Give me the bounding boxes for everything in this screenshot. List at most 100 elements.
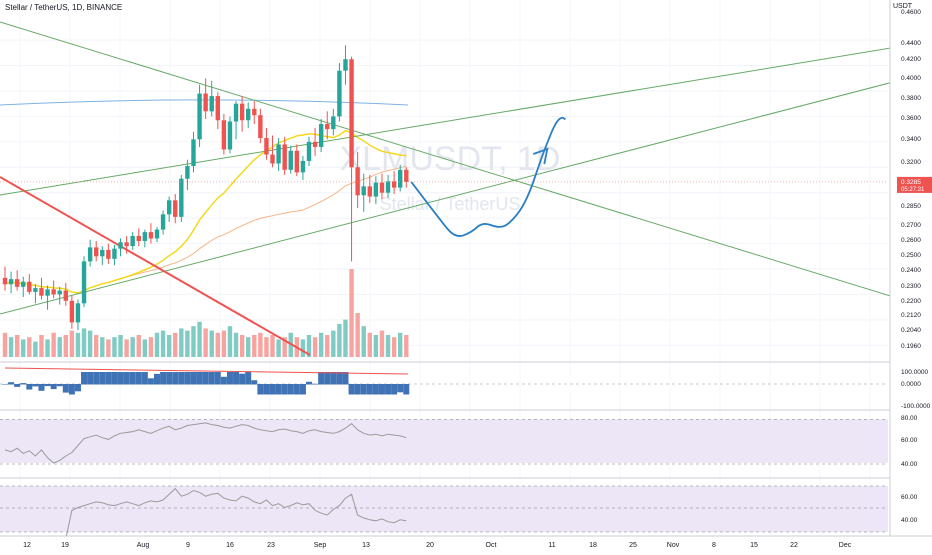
macd-histogram-bar bbox=[14, 384, 21, 387]
macd-histogram-bar bbox=[391, 384, 398, 395]
volume-bar bbox=[142, 339, 148, 357]
volume-bar bbox=[124, 339, 129, 357]
volume-bar bbox=[57, 337, 62, 357]
volume-bar bbox=[94, 335, 99, 357]
candle-body bbox=[233, 103, 239, 122]
volume-bar bbox=[300, 339, 306, 357]
macd-histogram-bar bbox=[287, 384, 294, 395]
candle-body bbox=[21, 281, 26, 287]
trendlines bbox=[0, 21, 898, 356]
candle-body bbox=[142, 232, 148, 242]
volume-bar bbox=[33, 341, 38, 357]
stoch-rsi-pane bbox=[0, 485, 888, 547]
volume-bar bbox=[404, 335, 409, 357]
volume-bar bbox=[373, 335, 379, 357]
candle-body bbox=[337, 70, 342, 117]
candle-body bbox=[130, 235, 135, 247]
volume-bar bbox=[349, 269, 354, 357]
macd-histogram-bar bbox=[251, 380, 258, 385]
candle-body bbox=[45, 289, 50, 296]
projection-arrowhead bbox=[532, 147, 549, 165]
candle-body bbox=[282, 144, 287, 170]
lower-ascending-trendline bbox=[0, 80, 898, 315]
macd-histogram-bar bbox=[62, 384, 69, 393]
candle-body bbox=[227, 121, 233, 150]
macd-tick-label: 100.0000 bbox=[901, 369, 928, 376]
volume-bar bbox=[367, 332, 372, 357]
candle-body bbox=[276, 144, 281, 164]
time-tick-label: Oct bbox=[486, 542, 497, 549]
volume-bars bbox=[2, 269, 409, 357]
macd-histogram-bar bbox=[330, 372, 337, 385]
price-axis-background bbox=[890, 0, 932, 536]
macd-tick-label: -100.0000 bbox=[901, 403, 931, 410]
macd-histogram-bar bbox=[190, 372, 197, 385]
candle-body bbox=[325, 124, 330, 130]
stoch-tick-label: 60.00 bbox=[901, 494, 918, 501]
macd-histogram-bar bbox=[74, 384, 81, 392]
time-tick-label: 18 bbox=[589, 542, 597, 549]
candle-body bbox=[191, 139, 196, 167]
rsi-band bbox=[0, 419, 888, 463]
macd-histogram-bar bbox=[26, 384, 33, 390]
macd-histogram-bar bbox=[397, 384, 404, 393]
time-tick-label: Nov bbox=[667, 542, 680, 549]
candle-body bbox=[300, 160, 306, 173]
candle-body bbox=[94, 247, 99, 257]
symbol-title[interactable]: Stellar / TetherUS, 1D, BINANCE bbox=[3, 3, 125, 12]
upper-ascending-trendline bbox=[0, 46, 898, 196]
candle-body bbox=[81, 261, 87, 304]
macd-histogram-bar bbox=[2, 384, 8, 385]
candle-body bbox=[33, 288, 38, 292]
volume-bar bbox=[191, 326, 196, 357]
candle-body bbox=[252, 108, 257, 116]
candle-body bbox=[306, 141, 312, 161]
macd-histogram-bar bbox=[111, 372, 118, 385]
macd-tick-label: 0.0000 bbox=[901, 381, 921, 388]
candle-body bbox=[270, 154, 275, 164]
macd-histogram-bar bbox=[87, 372, 94, 385]
volume-bar bbox=[282, 337, 287, 357]
price-tick-label: 0.1960 bbox=[901, 343, 921, 350]
volume-bar bbox=[239, 335, 245, 357]
stoch-band bbox=[0, 486, 888, 532]
time-tick-label: Sep bbox=[314, 542, 327, 549]
volume-bar bbox=[21, 339, 26, 357]
price-tick-label: 0.3600 bbox=[901, 115, 921, 122]
macd-histogram-bar bbox=[281, 384, 288, 395]
macd-histogram-bar bbox=[354, 384, 361, 395]
time-tick-label: Aug bbox=[137, 542, 150, 549]
candle-body bbox=[391, 181, 397, 188]
candle-body bbox=[343, 59, 348, 71]
volume-bar bbox=[118, 335, 123, 357]
volume-bar bbox=[391, 337, 397, 357]
candle-body bbox=[148, 232, 154, 239]
volume-bar bbox=[39, 335, 44, 357]
countdown-label: 05:27:31 bbox=[901, 187, 925, 193]
candle-body bbox=[331, 116, 336, 130]
macd-histogram-bar bbox=[99, 372, 106, 385]
time-tick-label: 25 bbox=[629, 542, 637, 549]
macd-histogram-bar bbox=[178, 372, 185, 385]
macd-histogram-bar bbox=[196, 372, 203, 385]
volume-bar bbox=[130, 337, 135, 357]
candle-body bbox=[355, 167, 360, 196]
macd-histogram-bar bbox=[8, 382, 15, 385]
volume-bar bbox=[87, 330, 93, 357]
candle-body bbox=[87, 247, 93, 262]
volume-bar bbox=[337, 324, 342, 357]
price-tick-label: 0.2850 bbox=[901, 203, 921, 210]
time-tick-label: 11 bbox=[548, 542, 555, 549]
candle-body bbox=[203, 93, 208, 112]
macd-histogram-bar bbox=[141, 372, 148, 385]
volume-bar bbox=[385, 335, 391, 357]
volume-bar bbox=[166, 335, 172, 357]
macd-histogram-bar bbox=[336, 372, 343, 385]
price-tick-label: 0.2200 bbox=[901, 298, 921, 305]
macd-histogram-bar bbox=[372, 384, 379, 395]
macd-histogram-bar bbox=[56, 384, 63, 387]
macd-histogram-bar bbox=[220, 376, 227, 385]
candle-body bbox=[63, 290, 68, 301]
candle-body bbox=[398, 169, 403, 188]
